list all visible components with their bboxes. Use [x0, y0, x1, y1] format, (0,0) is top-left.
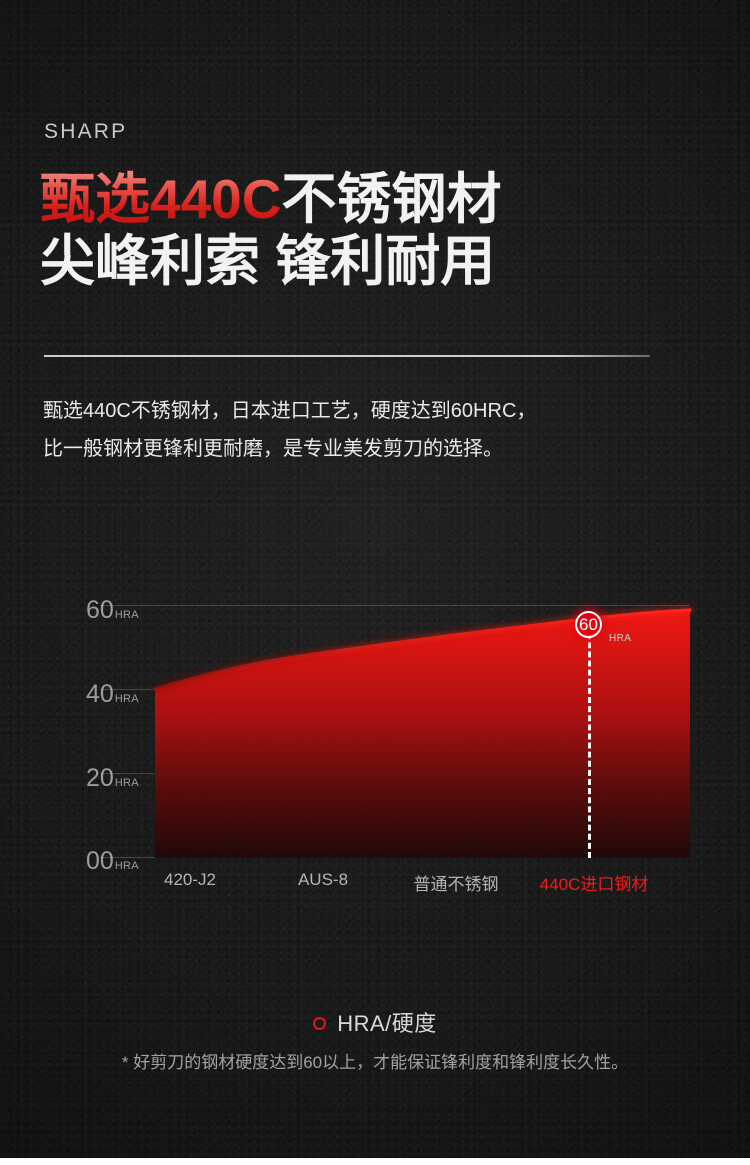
peak-value-label: 60 — [579, 614, 598, 634]
x-axis-label-420-j2: 420-J2 — [164, 870, 216, 889]
headline-block: 甄选440C不锈钢材 尖峰利索 锋利耐用 — [40, 168, 710, 292]
chart-footnote: * 好剪刀的钢材硬度达到60以上，才能保证锋利度和锋利度长久性。 — [121, 1053, 629, 1072]
description-text: 甄选440C不锈钢材，日本进口工艺，硬度达到60HRC， 比一般钢材更锋利更耐磨… — [43, 392, 683, 468]
description-line-2: 比一般钢材更锋利更耐磨，是专业美发剪刀的选择。 — [43, 438, 503, 460]
x-axis-label-440c: 440C进口钢材 — [539, 875, 649, 894]
legend-circle-icon — [313, 1017, 327, 1030]
area-line — [153, 608, 692, 691]
chart-plot-area: 60 HRA — [100, 605, 692, 858]
headline-line-1: 甄选440C不锈钢材 — [40, 168, 710, 230]
area-fill — [155, 610, 690, 858]
description-line-1: 甄选440C不锈钢材，日本进口工艺，硬度达到60HRC， — [43, 400, 537, 422]
x-axis-label-aus-8: AUS-8 — [297, 870, 349, 889]
gridline-60 — [100, 605, 690, 606]
hardness-chart: 60HRA 40HRA 20HRA 00HRA — [0, 560, 750, 920]
headline-highlight: 甄选440C — [40, 168, 282, 230]
headline-rest: 不锈钢材 — [281, 168, 502, 230]
x-axis-labels: 420-J2 AUS-8 普通不锈钢 440C进口钢材 — [100, 870, 690, 896]
peak-value-marker: 60 — [575, 611, 602, 638]
x-axis-label-common-steel: 普通不锈钢 — [413, 875, 499, 894]
brand-eyebrow: SHARP — [44, 120, 128, 143]
bottom-strip — [0, 1158, 750, 1165]
annotation-dashed-line — [588, 624, 591, 858]
area-series-hra — [153, 608, 692, 858]
peak-value-unit: HRA — [609, 633, 632, 644]
headline-line-2: 尖峰利索 锋利耐用 — [40, 230, 496, 292]
header-divider — [44, 355, 650, 357]
legend-label: HRA/硬度 — [337, 1011, 437, 1036]
chart-legend: HRA/硬度 — [0, 1006, 750, 1038]
